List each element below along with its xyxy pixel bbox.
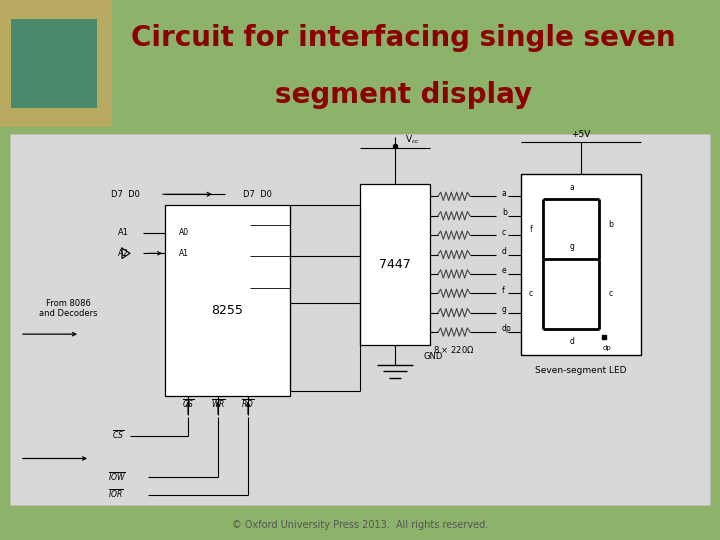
Text: 8 × 220$\Omega$: 8 × 220$\Omega$: [433, 344, 475, 355]
Bar: [11, 19, 97, 108]
Text: d: d: [570, 337, 575, 346]
Text: $\overline{CS}$: $\overline{CS}$: [112, 430, 124, 442]
Text: V$_{cc}$: V$_{cc}$: [405, 133, 420, 146]
Text: Circuit for interfacing single seven: Circuit for interfacing single seven: [131, 24, 675, 52]
Text: b: b: [502, 208, 507, 217]
Text: D7  D0: D7 D0: [243, 190, 272, 199]
Bar: [165, 205, 290, 396]
Text: A0: A0: [179, 228, 189, 237]
Text: A2: A2: [117, 249, 128, 258]
Text: $\overline{IOR}$: $\overline{IOR}$: [108, 489, 124, 501]
Text: 7447: 7447: [379, 258, 411, 271]
Text: dp: dp: [502, 325, 512, 334]
Text: A1: A1: [117, 228, 128, 237]
Text: $\overline{IOW}$: $\overline{IOW}$: [108, 471, 126, 483]
Text: From 8086
and Decoders: From 8086 and Decoders: [39, 299, 97, 318]
Text: $\overline{CS}$: $\overline{CS}$: [182, 399, 194, 410]
Text: a: a: [570, 183, 575, 192]
Text: Seven-segment LED: Seven-segment LED: [535, 366, 626, 375]
Text: $\overline{RD}$: $\overline{RD}$: [241, 399, 255, 410]
Text: D7  D0: D7 D0: [111, 190, 140, 199]
Text: f: f: [502, 286, 505, 295]
Text: g: g: [502, 305, 507, 314]
Bar: [0, 0, 112, 127]
Text: GND: GND: [423, 353, 442, 361]
Text: A1: A1: [179, 249, 189, 258]
Text: © Oxford University Press 2013.  All rights reserved.: © Oxford University Press 2013. All righ…: [232, 520, 488, 530]
Text: c: c: [502, 227, 506, 237]
Text: b: b: [608, 220, 613, 228]
Text: segment display: segment display: [274, 81, 532, 109]
Text: d: d: [502, 247, 507, 256]
Text: e: e: [502, 266, 507, 275]
Text: +5V: +5V: [571, 130, 590, 139]
Text: c: c: [609, 289, 613, 299]
Bar: [521, 173, 641, 355]
Text: $\overline{WR}$: $\overline{WR}$: [210, 399, 225, 410]
Text: c: c: [529, 289, 533, 299]
Text: 8255: 8255: [212, 305, 243, 318]
Text: dp: dp: [603, 345, 611, 350]
Text: a: a: [502, 188, 507, 198]
Bar: [360, 184, 430, 345]
Text: g: g: [570, 242, 575, 251]
Text: f: f: [530, 225, 532, 234]
